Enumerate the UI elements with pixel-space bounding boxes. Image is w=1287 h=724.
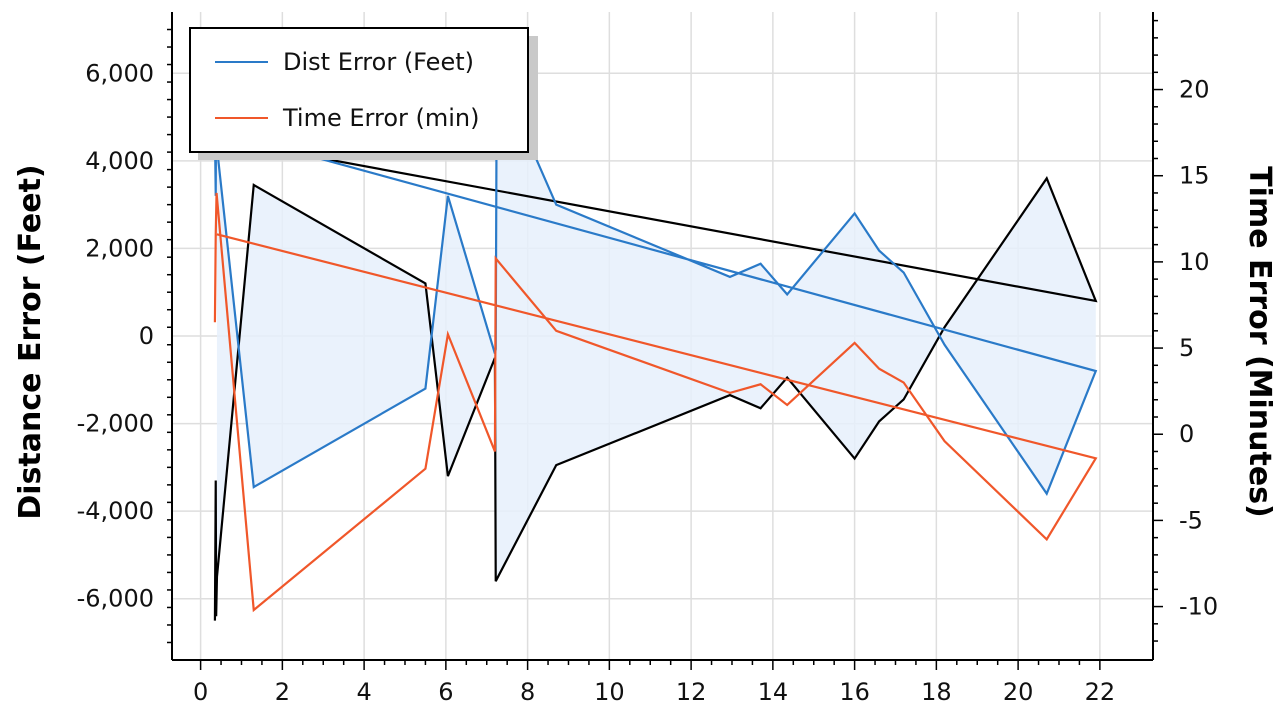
band-area — [216, 125, 1096, 582]
y-left-tick-label: -6,000 — [77, 585, 154, 613]
x-tick-label: 14 — [758, 678, 789, 706]
legend-box — [189, 27, 529, 153]
x-tick-label: 20 — [1003, 678, 1034, 706]
x-tick-label: 4 — [356, 678, 371, 706]
band-fill — [216, 125, 1096, 582]
x-tick-label: 8 — [520, 678, 535, 706]
y-left-tick-label: 4,000 — [85, 147, 154, 175]
x-tick-label: 0 — [193, 678, 208, 706]
y-right-tick-label: 20 — [1179, 76, 1210, 104]
series-envelope-line — [213, 137, 1098, 621]
x-tick-labels: 0 2 4 6 8 10 12 14 16 18 20 22 — [193, 678, 1115, 706]
y-left-tick-labels: -6,000 -4,000 -2,000 0 2,000 4,000 6,000 — [77, 59, 154, 612]
y-right-tick-label: -5 — [1179, 506, 1203, 534]
x-tick-label: 6 — [438, 678, 453, 706]
y-right-axis-title: Time Error (Minutes) — [1242, 166, 1277, 518]
series-lines — [213, 82, 1098, 621]
y-left-tick-label: 0 — [139, 322, 154, 350]
y-right-tick-labels: -10 -5 0 5 10 15 20 — [1179, 76, 1218, 621]
y-right-tick-label: 0 — [1179, 420, 1194, 448]
y-right-tick-label: 15 — [1179, 162, 1210, 190]
x-tick-label: 16 — [839, 678, 870, 706]
x-tick-label: 10 — [594, 678, 625, 706]
x-tick-label: 12 — [676, 678, 707, 706]
y-left-tick-label: 6,000 — [85, 59, 154, 87]
legend-label-dist: Dist Error (Feet) — [283, 48, 474, 76]
x-tick-label: 22 — [1085, 678, 1116, 706]
x-tick-label: 2 — [275, 678, 290, 706]
y-right-tick-label: 5 — [1179, 334, 1194, 362]
y-left-tick-label: -2,000 — [77, 410, 154, 438]
legend: Dist Error (Feet) Time Error (min) — [189, 27, 538, 160]
y-left-axis-title: Distance Error (Feet) — [13, 164, 48, 519]
y-left-tick-label: -4,000 — [77, 497, 154, 525]
series-dist-line — [213, 82, 1098, 496]
legend-label-time: Time Error (min) — [282, 104, 479, 132]
series-time-line — [213, 192, 1098, 613]
y-right-tick-label: -10 — [1179, 593, 1218, 621]
axes — [167, 12, 1163, 670]
y-right-tick-label: 10 — [1179, 248, 1210, 276]
y-left-tick-label: 2,000 — [85, 234, 154, 262]
x-tick-label: 18 — [921, 678, 952, 706]
